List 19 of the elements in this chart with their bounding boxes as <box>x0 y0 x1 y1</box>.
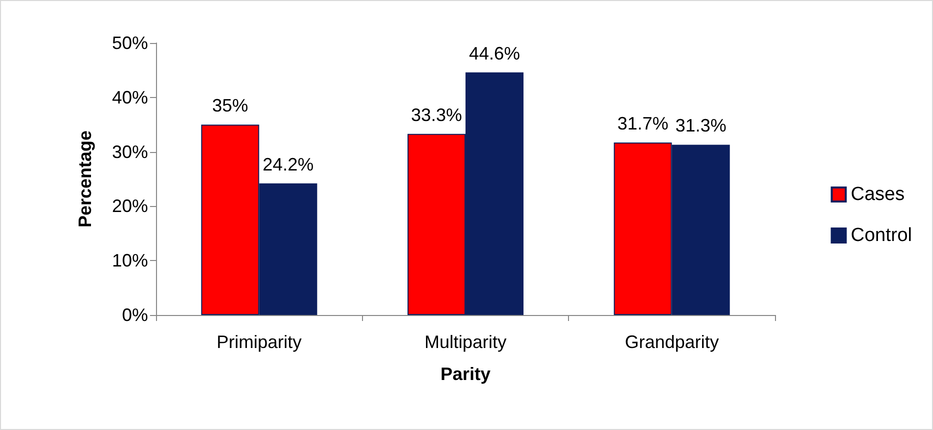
data-label: 44.6% <box>468 43 520 64</box>
data-label: 24.2% <box>262 154 314 174</box>
x-tick-label: Multiparity <box>424 332 507 352</box>
data-label: 33.3% <box>410 104 462 125</box>
y-tick-label: 0% <box>122 305 148 325</box>
y-tick-label: 10% <box>112 250 148 271</box>
data-label: 35% <box>212 96 248 116</box>
y-tick-label: 40% <box>112 87 148 108</box>
y-tick-label: 20% <box>112 196 148 216</box>
data-label: 31.7% <box>617 114 668 134</box>
x-tick-label: Grandparity <box>624 332 719 352</box>
legend-label: Control <box>850 225 912 246</box>
legend-label: Cases <box>850 184 905 205</box>
data-label: 31.3% <box>675 116 726 136</box>
y-tick-label: 50% <box>112 33 148 53</box>
y-tick-label: 30% <box>112 142 148 162</box>
y-axis-title: Percentage <box>75 130 95 228</box>
x-axis-title: Parity <box>440 364 491 384</box>
x-tick-label: Primiparity <box>216 332 302 352</box>
